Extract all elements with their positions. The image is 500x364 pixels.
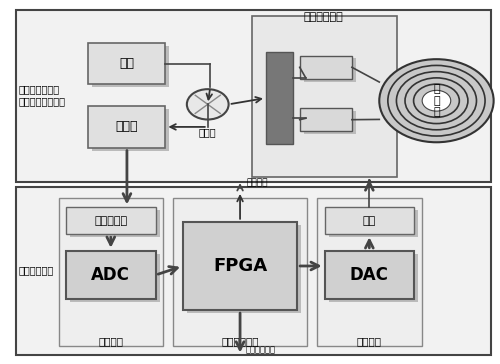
Bar xyxy=(70,210,160,237)
Bar xyxy=(266,52,293,144)
Text: 相位调制: 相位调制 xyxy=(246,179,268,187)
Text: 信号检测: 信号检测 xyxy=(98,337,124,347)
Text: 光
纤
环: 光 纤 环 xyxy=(433,84,440,117)
Circle shape xyxy=(380,59,494,142)
Bar xyxy=(88,106,166,148)
Bar xyxy=(70,253,160,302)
Text: 数字信号处理: 数字信号处理 xyxy=(222,337,259,347)
Bar xyxy=(300,56,352,79)
Text: 调制解调电路: 调制解调电路 xyxy=(18,265,54,276)
Text: 探测器: 探测器 xyxy=(116,120,138,134)
Text: FPGA: FPGA xyxy=(213,257,267,275)
Text: 驱动: 驱动 xyxy=(362,216,376,226)
Bar xyxy=(66,251,156,300)
Bar xyxy=(183,222,297,310)
Text: 集成光学芯片: 集成光学芯片 xyxy=(304,12,344,22)
Text: 相位反馈: 相位反馈 xyxy=(357,337,382,347)
Bar xyxy=(328,210,418,237)
Bar xyxy=(16,11,491,182)
Text: 放大、滤波: 放大、滤波 xyxy=(94,216,128,226)
Bar xyxy=(187,225,301,313)
Bar xyxy=(317,198,422,347)
Bar xyxy=(58,198,163,347)
Bar xyxy=(324,251,414,300)
Bar xyxy=(88,43,166,84)
Circle shape xyxy=(187,89,228,119)
Bar xyxy=(324,207,414,234)
Bar xyxy=(304,59,356,82)
Bar xyxy=(92,46,170,87)
Bar xyxy=(300,108,352,131)
Text: ADC: ADC xyxy=(92,266,130,284)
Bar xyxy=(92,109,170,151)
Bar xyxy=(252,16,396,177)
Bar xyxy=(304,111,356,134)
Bar xyxy=(66,207,156,234)
Text: 光纤陀螺仪表头
（需模拟部分别）: 光纤陀螺仪表头 （需模拟部分别） xyxy=(18,84,66,106)
Text: 陀螺转速输出: 陀螺转速输出 xyxy=(246,345,276,354)
Text: 耦合器: 耦合器 xyxy=(199,127,216,137)
Text: 光源: 光源 xyxy=(120,57,134,70)
Bar xyxy=(16,187,491,355)
Bar xyxy=(328,253,418,302)
Circle shape xyxy=(422,90,451,111)
Text: DAC: DAC xyxy=(350,266,389,284)
Bar xyxy=(173,198,307,347)
